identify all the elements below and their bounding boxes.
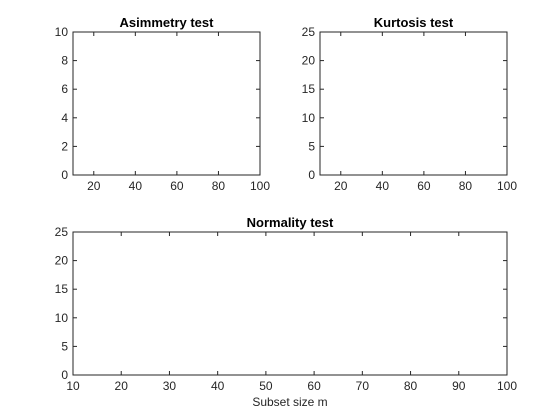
y-tick-label: 5 bbox=[61, 339, 68, 353]
y-tick-label: 8 bbox=[61, 54, 68, 68]
x-tick-label: 50 bbox=[259, 379, 273, 393]
x-axis-label: Subset size m bbox=[252, 395, 327, 409]
x-tick-label: 20 bbox=[115, 379, 129, 393]
x-tick-label: 80 bbox=[459, 179, 473, 193]
x-tick-label: 100 bbox=[497, 179, 517, 193]
y-tick-label: 15 bbox=[302, 82, 316, 96]
x-tick-label: 10 bbox=[66, 379, 80, 393]
y-tick-label: 25 bbox=[302, 25, 316, 39]
y-tick-label: 5 bbox=[308, 139, 315, 153]
x-tick-label: 40 bbox=[129, 179, 143, 193]
x-tick-label: 90 bbox=[452, 379, 466, 393]
x-tick-label: 40 bbox=[376, 179, 390, 193]
x-tick-label: 80 bbox=[404, 379, 418, 393]
x-tick-label: 100 bbox=[250, 179, 270, 193]
x-tick-label: 20 bbox=[87, 179, 101, 193]
axes-frame bbox=[72, 231, 508, 376]
y-tick-label: 25 bbox=[55, 225, 69, 239]
x-tick-label: 40 bbox=[211, 379, 225, 393]
y-tick-label: 0 bbox=[61, 168, 68, 182]
y-tick-label: 6 bbox=[61, 82, 68, 96]
y-tick-label: 20 bbox=[302, 54, 316, 68]
x-tick-label: 30 bbox=[163, 379, 177, 393]
subplot-2: 20 40 60 80 100 0 5 10 15 20 25 Kurtosis test bbox=[302, 15, 518, 193]
chart-title: Kurtosis test bbox=[374, 15, 454, 30]
y-tick-label: 15 bbox=[55, 282, 69, 296]
chart-title: Asimmetry test bbox=[120, 15, 215, 30]
y-tick-label: 10 bbox=[55, 311, 69, 325]
subplot-3: 10 20 30 40 50 60 70 80 90 100 0 5 10 15 20 25 Normality… bbox=[55, 215, 518, 409]
axes-frame bbox=[319, 31, 508, 176]
y-tick-label: 10 bbox=[302, 111, 316, 125]
subplot-1: 20 40 60 80 100 0 2 4 6 8 10 Asimmetry test bbox=[55, 15, 271, 193]
x-tick-label: 100 bbox=[497, 379, 517, 393]
chart-title: Normality test bbox=[247, 215, 334, 230]
y-tick-label: 2 bbox=[61, 139, 68, 153]
x-tick-label: 60 bbox=[307, 379, 321, 393]
x-tick-label: 20 bbox=[334, 179, 348, 193]
x-tick-label: 60 bbox=[417, 179, 431, 193]
y-tick-label: 20 bbox=[55, 254, 69, 268]
y-tick-label: 0 bbox=[61, 368, 68, 382]
x-tick-label: 70 bbox=[356, 379, 370, 393]
y-tick-label: 4 bbox=[61, 111, 68, 125]
x-tick-label: 60 bbox=[170, 179, 184, 193]
x-tick-label: 80 bbox=[212, 179, 226, 193]
axes-frame bbox=[72, 31, 261, 176]
y-tick-label: 0 bbox=[308, 168, 315, 182]
y-tick-label: 10 bbox=[55, 25, 69, 39]
